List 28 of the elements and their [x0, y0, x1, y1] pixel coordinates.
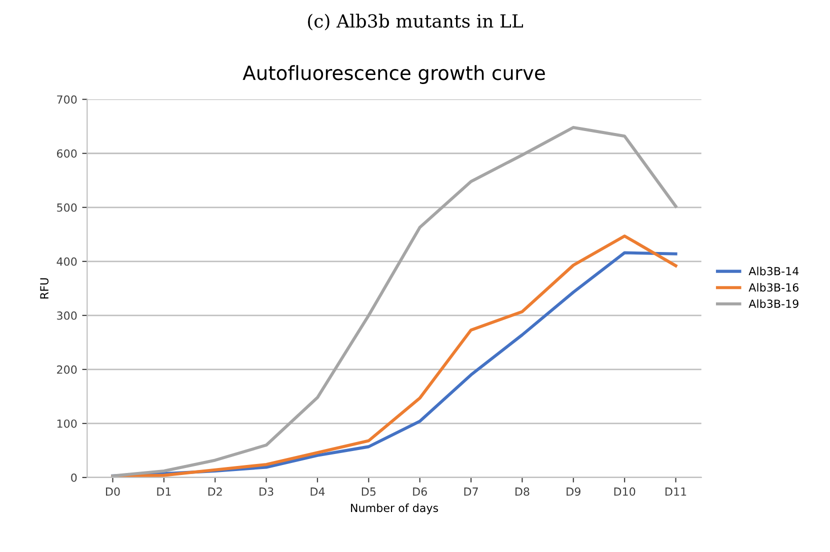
x-tick-label: D3 [260, 487, 274, 496]
y-axis-title: RFU [40, 278, 49, 298]
x-tick-label: D9 [566, 487, 580, 496]
y-tick-label: 200 [57, 365, 77, 374]
y-tick-label: 500 [57, 203, 77, 212]
x-tick-label: D10 [614, 487, 636, 496]
x-tick-label: D11 [666, 488, 686, 496]
y-tick-label: 100 [57, 419, 77, 428]
x-tick-label: D8 [515, 487, 530, 496]
y-tick-label: 300 [57, 311, 77, 320]
text: (c) Alb3b mutants in LL [308, 14, 524, 30]
x-tick-label: D4 [310, 488, 325, 496]
y-tick-label: 400 [56, 257, 77, 266]
x-axis-title: Number of days [351, 504, 438, 514]
y-tick-label: 0 [71, 473, 77, 482]
x-tick-label: D5 [362, 488, 376, 496]
chart-title: Autofluorescence growth curve [242, 65, 545, 84]
x-tick-label: D2 [208, 487, 222, 496]
y-tick-label: 700 [57, 95, 77, 104]
legend-label: Alb3B-19 [748, 299, 798, 308]
y-tick-label: 600 [56, 149, 77, 158]
x-tick-label: D7 [464, 488, 478, 496]
legend-label: Alb3B-14 [748, 266, 799, 276]
legend-label: Alb3B-16 [748, 283, 798, 292]
x-tick-label: D6 [413, 487, 427, 496]
line-series [111, 126, 678, 478]
x-tick-label: D0 [106, 487, 120, 496]
x-tick-label: D1 [157, 488, 171, 496]
